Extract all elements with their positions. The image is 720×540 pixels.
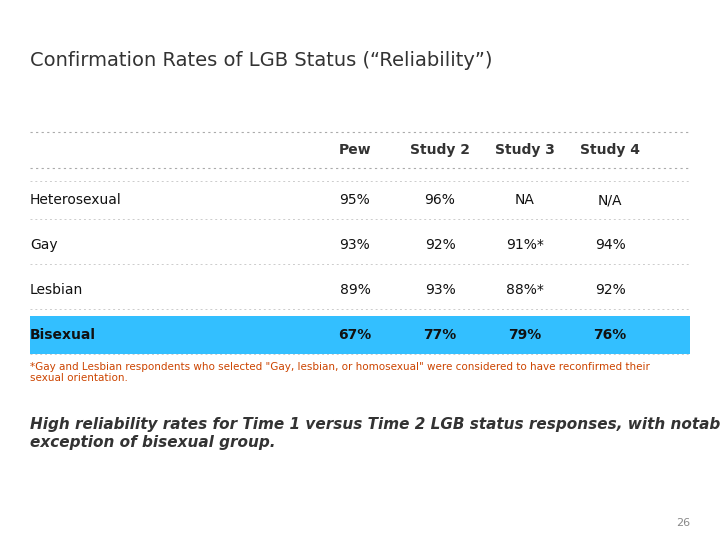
Text: 88%*: 88%* — [506, 283, 544, 297]
Text: Heterosexual: Heterosexual — [30, 193, 122, 207]
Text: 94%: 94% — [595, 238, 626, 252]
Text: High reliability rates for Time 1 versus Time 2 LGB status responses, with notab: High reliability rates for Time 1 versus… — [30, 417, 720, 432]
Text: 89%: 89% — [340, 283, 370, 297]
Text: 95%: 95% — [340, 193, 370, 207]
Text: 91%*: 91%* — [506, 238, 544, 252]
Text: 92%: 92% — [425, 238, 455, 252]
Text: Study 4: Study 4 — [580, 143, 640, 157]
Text: N/A: N/A — [598, 193, 622, 207]
Bar — [30, 316, 690, 354]
Text: Lesbian: Lesbian — [30, 283, 84, 297]
Text: 96%: 96% — [425, 193, 456, 207]
Text: Confirmation Rates of LGB Status (“Reliability”): Confirmation Rates of LGB Status (“Relia… — [30, 51, 492, 70]
Text: Gay: Gay — [30, 238, 58, 252]
Text: Bisexual: Bisexual — [30, 328, 96, 342]
Text: 67%: 67% — [338, 328, 372, 342]
Text: Study 3: Study 3 — [495, 143, 555, 157]
Text: NA: NA — [515, 193, 535, 207]
Text: 77%: 77% — [423, 328, 456, 342]
Text: 92%: 92% — [595, 283, 626, 297]
Text: 76%: 76% — [593, 328, 626, 342]
Text: 26: 26 — [676, 518, 690, 528]
Text: Study 2: Study 2 — [410, 143, 470, 157]
Text: sexual orientation.: sexual orientation. — [30, 373, 128, 383]
Text: 93%: 93% — [340, 238, 370, 252]
Text: 93%: 93% — [425, 283, 455, 297]
Text: Pew: Pew — [338, 143, 372, 157]
Text: 79%: 79% — [508, 328, 541, 342]
Text: *Gay and Lesbian respondents who selected "Gay, lesbian, or homosexual" were con: *Gay and Lesbian respondents who selecte… — [30, 362, 650, 372]
Text: GfK: GfK — [619, 24, 670, 49]
Text: exception of bisexual group.: exception of bisexual group. — [30, 435, 276, 450]
